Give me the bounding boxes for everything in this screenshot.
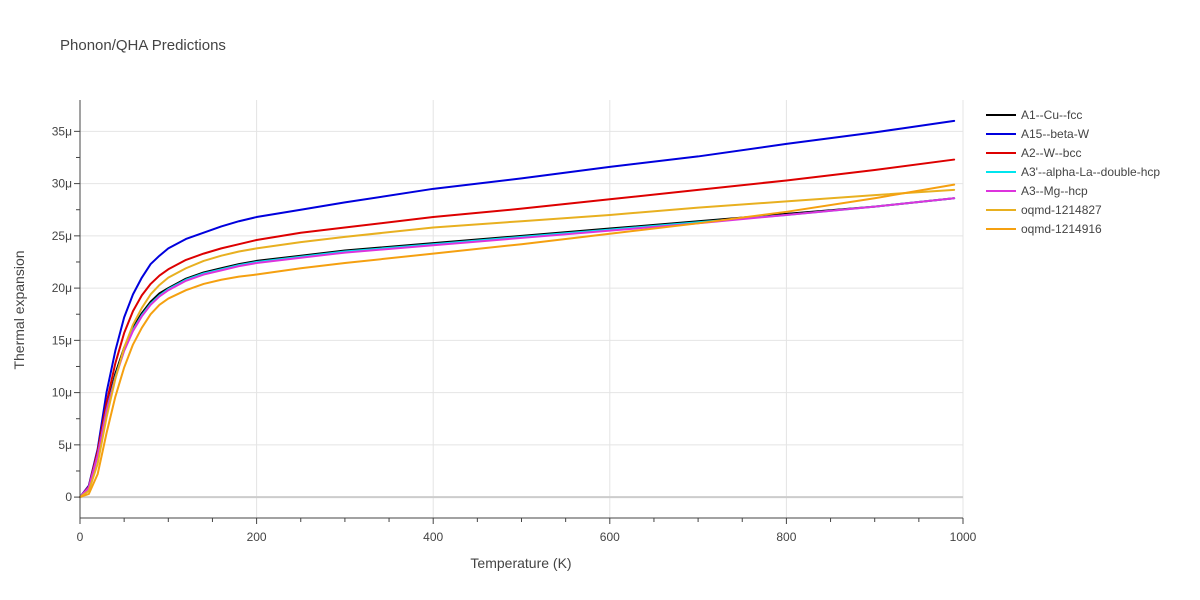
- legend-item[interactable]: oqmd-1214827: [986, 203, 1102, 217]
- x-tick-labels: 0 200 400 600 800 1000: [77, 530, 977, 544]
- legend-label: A3--Mg--hcp: [1021, 184, 1088, 198]
- legend-label: A2--W--bcc: [1021, 146, 1081, 160]
- series-line: [79, 158, 956, 499]
- legend-item[interactable]: A3'--alpha-La--double-hcp: [986, 165, 1160, 179]
- series-line: [79, 197, 956, 499]
- legend-label: A3'--alpha-La--double-hcp: [1021, 165, 1160, 179]
- y-tick-label: 15μ: [52, 333, 72, 347]
- y-tick-label: 25μ: [52, 229, 72, 243]
- chart-title: Phonon/QHA Predictions: [60, 37, 226, 54]
- y-tick-label: 5μ: [58, 438, 72, 452]
- legend-item[interactable]: A2--W--bcc: [986, 146, 1081, 160]
- series-line: [79, 197, 956, 499]
- series-line: [79, 183, 956, 499]
- x-tick-label: 800: [776, 530, 796, 544]
- y-axis-title: Thermal expansion: [11, 250, 27, 369]
- y-tick-label: 0: [65, 490, 72, 504]
- series-line: [79, 188, 956, 499]
- legend-label: A15--beta-W: [1021, 127, 1090, 141]
- legend-label: A1--Cu--fcc: [1021, 108, 1082, 122]
- y-tick-label: 30μ: [52, 177, 72, 191]
- legend-label: oqmd-1214916: [1021, 222, 1102, 236]
- series-line: [79, 119, 956, 499]
- series-line: [79, 197, 956, 499]
- y-tick-label: 20μ: [52, 281, 72, 295]
- x-tick-label: 600: [600, 530, 620, 544]
- grid-lines: [80, 100, 964, 518]
- x-tick-label: 400: [423, 530, 443, 544]
- x-tick-label: 200: [247, 530, 267, 544]
- x-tick-label: 0: [77, 530, 84, 544]
- x-axis-title: Temperature (K): [470, 555, 571, 571]
- y-tick-label: 35μ: [52, 124, 72, 138]
- legend-item[interactable]: A3--Mg--hcp: [986, 184, 1088, 198]
- legend-label: oqmd-1214827: [1021, 203, 1102, 217]
- legend[interactable]: A1--Cu--fcc A15--beta-W A2--W--bcc A3'--alp…: [986, 108, 1160, 236]
- y-tick-label: 10μ: [52, 386, 72, 400]
- axes: [74, 100, 964, 524]
- legend-item[interactable]: A1--Cu--fcc: [986, 108, 1082, 122]
- x-tick-label: 1000: [950, 530, 977, 544]
- legend-item[interactable]: A15--beta-W: [986, 127, 1090, 141]
- series-lines: [79, 119, 956, 499]
- legend-item[interactable]: oqmd-1214916: [986, 222, 1102, 236]
- y-tick-labels: 0 5μ 10μ 15μ 20μ 25μ 30μ 35μ: [52, 124, 73, 504]
